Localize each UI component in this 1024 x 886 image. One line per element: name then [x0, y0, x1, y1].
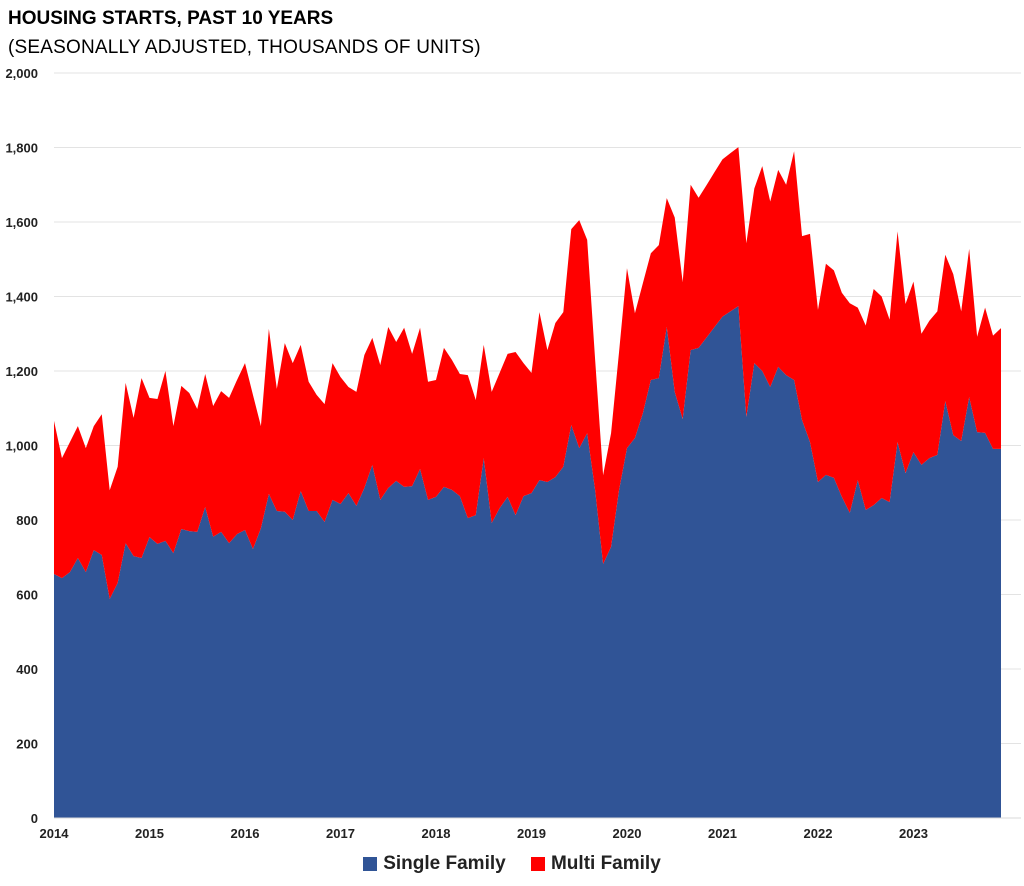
x-tick-label: 2016 [231, 826, 260, 841]
x-tick-label: 2023 [899, 826, 928, 841]
x-tick-label: 2019 [517, 826, 546, 841]
area-single-family [54, 306, 1001, 818]
x-tick-label: 2017 [326, 826, 355, 841]
x-tick-label: 2020 [613, 826, 642, 841]
y-tick-label: 1,200 [5, 364, 38, 379]
legend-swatch-multi-family [530, 857, 545, 871]
x-tick-label: 2014 [40, 826, 70, 841]
area-series [54, 147, 1001, 818]
y-tick-label: 1,400 [5, 290, 38, 305]
y-tick-label: 600 [16, 588, 38, 603]
legend-label-single-family: Single Family [383, 853, 506, 874]
legend: Single Family Multi Family [0, 853, 1024, 877]
x-tick-label: 2018 [422, 826, 451, 841]
y-tick-label: 1,800 [5, 141, 38, 156]
y-tick-label: 400 [16, 662, 38, 677]
y-tick-label: 1,000 [5, 439, 38, 454]
legend-label-multi-family: Multi Family [550, 853, 661, 874]
y-tick-label: 800 [16, 513, 38, 528]
y-tick-label: 0 [31, 811, 38, 826]
legend-swatch-single-family [363, 857, 378, 871]
legend-item-multi-family: Multi Family [530, 853, 661, 875]
y-tick-label: 1,600 [5, 215, 38, 230]
y-axis: 0 200 400 600 800 1,000 1,200 1,400 1,600 1,800 2,… [5, 66, 38, 826]
x-axis: 2014 2015 2016 2017 2018 2019 2020 2021 2022 2023 [40, 817, 1021, 841]
chart-title: HOUSING STARTS, PAST 10 YEARS [8, 8, 334, 29]
x-tick-label: 2015 [135, 826, 164, 841]
area-multi-family [54, 147, 1001, 599]
legend-item-single-family: Single Family [363, 853, 506, 875]
x-tick-label: 2021 [708, 826, 737, 841]
x-tick-label: 2022 [804, 826, 833, 841]
y-tick-label: 2,000 [5, 66, 38, 81]
chart-subtitle: (SEASONALLY ADJUSTED, THOUSANDS OF UNITS… [8, 37, 481, 58]
y-tick-label: 200 [16, 737, 38, 752]
